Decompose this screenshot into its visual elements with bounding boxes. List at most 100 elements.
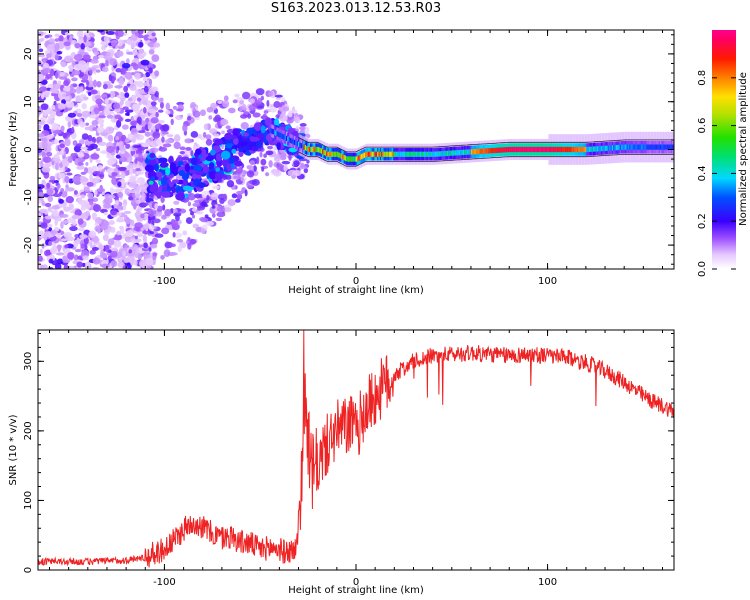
ridge-core-cell [469,149,472,155]
noise-blob [40,37,45,42]
ridge-core-cell [512,146,515,153]
noise-blob [80,243,85,249]
ridge-core-cell [556,146,559,153]
halo-blob [162,143,172,148]
ridge-core-cell [326,151,328,157]
ridge-core-cell [360,153,363,160]
halo-blob [161,227,170,235]
noise-blob [83,34,87,43]
halo-blob [164,139,173,144]
noise-blob [107,238,115,246]
noise-blob [124,188,131,196]
noise-blob [61,158,68,166]
ridge-core-cell [555,146,558,153]
halo-blob [189,238,197,245]
halo-blob [173,232,183,239]
ridge-core-cell [382,151,385,157]
noise-blob [137,30,144,35]
ridge-core-cell [386,151,389,157]
halo-blob [136,97,142,102]
halo-blob [152,131,161,139]
halo-blob [156,205,163,212]
halo-blob [228,107,236,114]
x-tick-label: 0 [353,577,359,588]
core-blob [231,148,237,154]
halo-blob [277,103,283,108]
noise-blob [104,244,110,253]
noise-blob [134,72,141,80]
ridge-core-cell [485,148,488,154]
noise-blob [95,132,100,136]
core-blob [226,163,232,172]
noise-blob [125,137,130,143]
noise-blob [50,229,57,236]
halo-blob [196,205,206,211]
ridge-core-cell [562,146,564,153]
noise-blob [140,213,145,219]
ridge-core-cell [599,146,602,152]
halo-blob [173,134,181,143]
noise-blob [56,216,62,222]
noise-blob [91,120,99,126]
colorbar-ticks: 0.0 0.2 0.4 0.6 0.8 [697,70,736,277]
core-blob [177,160,184,166]
ridge-core-cell [598,146,601,152]
ridge-core-cell [454,150,457,156]
halo-blob [269,106,277,113]
noise-blob [113,239,122,248]
halo-blob [152,218,161,224]
ridge-core-cell [546,146,548,153]
halo-blob [281,160,291,165]
noise-blob [99,123,104,128]
halo-blob [211,213,216,218]
noise-blob [46,182,51,189]
halo-blob [150,117,159,124]
noise-blob [83,186,90,192]
ridge-core-cell [617,144,619,151]
noise-blob [107,93,111,98]
noise-blob [97,54,105,59]
ridge-core-cell [649,144,652,150]
ridge-core-cell [424,151,426,157]
noise-blob [46,53,52,59]
noise-blob [127,133,133,141]
noise-blob [132,63,139,71]
halo-blob [303,167,309,174]
noise-blob [89,69,93,75]
halo-blob [222,100,230,108]
ridge-lower-edge [298,151,674,167]
core-blob [144,164,155,173]
halo-blob [273,146,278,151]
core-blob [214,172,223,180]
noise-blob [63,263,69,269]
core-blob [149,184,159,193]
halo-blob [158,146,168,152]
noise-blob [40,92,45,100]
noise-blob [116,94,123,99]
snr-y-axis-label: SNR (10 * v/v) [8,414,19,485]
noise-blob [38,213,42,217]
noise-blob [108,74,112,82]
ridge-core-cell [610,145,613,151]
ridge-core-cell [500,147,503,153]
noise-blob [48,258,54,264]
noise-blob [76,157,84,162]
core-blob [288,147,298,153]
halo-blob [274,94,283,98]
halo-blob [148,87,156,95]
noise-blob [85,210,91,217]
noise-blob [113,167,119,174]
halo-blob [192,202,201,207]
noise-blob [154,148,159,153]
ridge-core-cell [394,151,397,157]
ridge-core-cell [352,156,355,162]
snr-x-axis-label: Height of straight line (km) [288,585,424,596]
noise-blob [119,225,124,230]
ridge-core-cell [397,151,399,157]
y-tick-label: 200 [23,421,34,440]
noise-blob [59,191,63,195]
ridge-core-cell [587,146,590,153]
noise-blob [94,95,102,100]
